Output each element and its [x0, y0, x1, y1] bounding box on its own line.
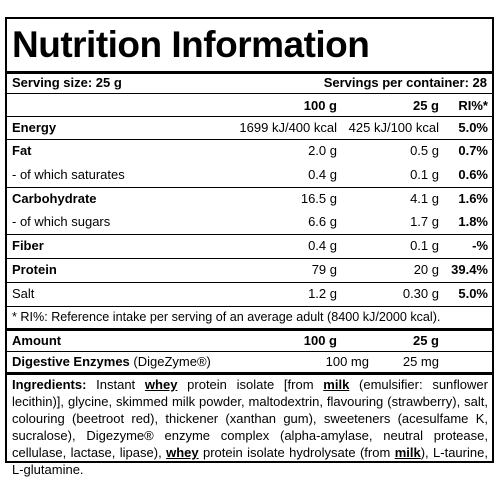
section-divider — [7, 372, 492, 375]
allergen-milk: milk — [323, 377, 350, 392]
ingredients-part: protein isolate [from — [187, 377, 314, 392]
value-100g: 6.6 g — [308, 214, 337, 229]
value-100g: 0.4 g — [308, 238, 337, 253]
value-25g: 425 kJ/100 kcal — [348, 120, 439, 135]
title-divider — [7, 71, 492, 74]
section-divider — [7, 328, 492, 331]
enzymes-name: Digestive Enzymes — [12, 354, 130, 369]
value-100g: 0.4 g — [308, 167, 337, 182]
value-25g: 0.30 g — [402, 286, 439, 301]
divider — [7, 282, 492, 283]
value-25g: 1.7 g — [410, 214, 439, 229]
value-25g: 0.5 g — [410, 143, 439, 158]
value-ri: 0.7% — [458, 143, 488, 158]
header-ri: RI%* — [458, 98, 488, 113]
value-100g: 16.5 g — [300, 191, 337, 206]
value-25g: 0.1 g — [410, 238, 439, 253]
divider — [7, 234, 492, 235]
value-25g: 0.1 g — [410, 167, 439, 182]
ingredients-label: Ingredients: — [12, 377, 87, 392]
nutrient-name: - of which saturates — [12, 167, 125, 182]
serving-row: Serving size: 25 g Servings per containe… — [7, 75, 492, 93]
divider — [7, 351, 492, 352]
value-ri: 1.8% — [458, 214, 488, 229]
divider — [7, 306, 492, 307]
table-row: Fat 2.0 g 0.5 g 0.7% — [7, 143, 492, 161]
value-ri: 5.0% — [458, 120, 488, 135]
header-25g: 25 g — [412, 98, 439, 113]
ingredients-part: ), L-taurine, L-glutamine. — [12, 445, 488, 477]
table-row: Energy 1699 kJ/400 kcal 425 kJ/100 kcal … — [7, 120, 492, 138]
ri-footnote-row: * RI%: Reference intake per serving of a… — [7, 310, 492, 328]
value-ri: -% — [472, 238, 488, 253]
value-100g: 2.0 g — [308, 143, 337, 158]
table-row: Protein 79 g 20 g 39.4% — [7, 262, 492, 280]
value-25g: 4.1 g — [410, 191, 439, 206]
enzymes-100g: 100 mg — [325, 354, 369, 369]
amount-header: Amount 100 g 25 g — [7, 333, 492, 351]
nutrient-name: Salt — [12, 286, 35, 301]
value-ri: 1.6% — [458, 191, 488, 206]
allergen-milk: milk — [394, 445, 421, 460]
allergen-whey: whey — [144, 377, 178, 392]
header-100g: 100 g — [303, 98, 337, 113]
divider — [7, 258, 492, 259]
table-header: 100 g 25 g RI%* — [7, 98, 492, 116]
divider — [7, 187, 492, 188]
ingredients-part: protein isolate hydrolysate (from — [202, 445, 391, 460]
table-row: Fiber 0.4 g 0.1 g -% — [7, 238, 492, 256]
table-row: - of which sugars 6.6 g 1.7 g 1.8% — [7, 214, 492, 232]
value-ri: 39.4% — [451, 262, 488, 277]
amount-100g: 100 g — [303, 333, 337, 348]
nutrient-name: Fat — [12, 143, 32, 158]
value-ri: 5.0% — [458, 286, 488, 301]
divider — [7, 116, 492, 117]
table-row: Carbohydrate 16.5 g 4.1 g 1.6% — [7, 191, 492, 209]
value-ri: 0.6% — [458, 167, 488, 182]
table-row: Digestive Enzymes (DigeZyme®) 100 mg 25 … — [7, 354, 492, 372]
enzymes-25g: 25 mg — [402, 354, 439, 369]
table-row: - of which saturates 0.4 g 0.1 g 0.6% — [7, 167, 492, 185]
nutrition-label: Nutrition Information Serving size: 25 g… — [5, 17, 494, 477]
nutrient-name: - of which sugars — [12, 214, 111, 229]
enzymes-name-group: Digestive Enzymes (DigeZyme®) — [12, 354, 211, 369]
serving-size: Serving size: 25 g — [12, 75, 122, 90]
value-100g: 1699 kJ/400 kcal — [239, 120, 337, 135]
value-25g: 20 g — [413, 262, 439, 277]
amount-label: Amount — [12, 333, 62, 348]
nutrient-name: Protein — [12, 262, 57, 277]
nutrient-name: Carbohydrate — [12, 191, 97, 206]
ingredients-part: (emulsifier: sunflower lecithin)], glyci… — [12, 377, 488, 460]
nutrient-name: Energy — [12, 120, 57, 135]
page-title: Nutrition Information — [12, 24, 370, 65]
table-row: Salt 1.2 g 0.30 g 5.0% — [7, 286, 492, 304]
ri-footnote: * RI%: Reference intake per serving of a… — [12, 310, 441, 324]
servings-per-container: Servings per container: 28 — [323, 75, 487, 90]
value-100g: 1.2 g — [308, 286, 337, 301]
divider — [7, 139, 492, 140]
amount-25g: 25 g — [412, 333, 439, 348]
allergen-whey: whey — [166, 445, 199, 460]
enzymes-brand: (DigeZyme®) — [133, 354, 211, 369]
divider — [7, 93, 492, 94]
value-100g: 79 g — [311, 262, 337, 277]
ingredients-text: Ingredients: Instant whey protein isolat… — [12, 376, 488, 478]
ingredients-part: Instant — [96, 377, 136, 392]
nutrient-name: Fiber — [12, 238, 44, 253]
